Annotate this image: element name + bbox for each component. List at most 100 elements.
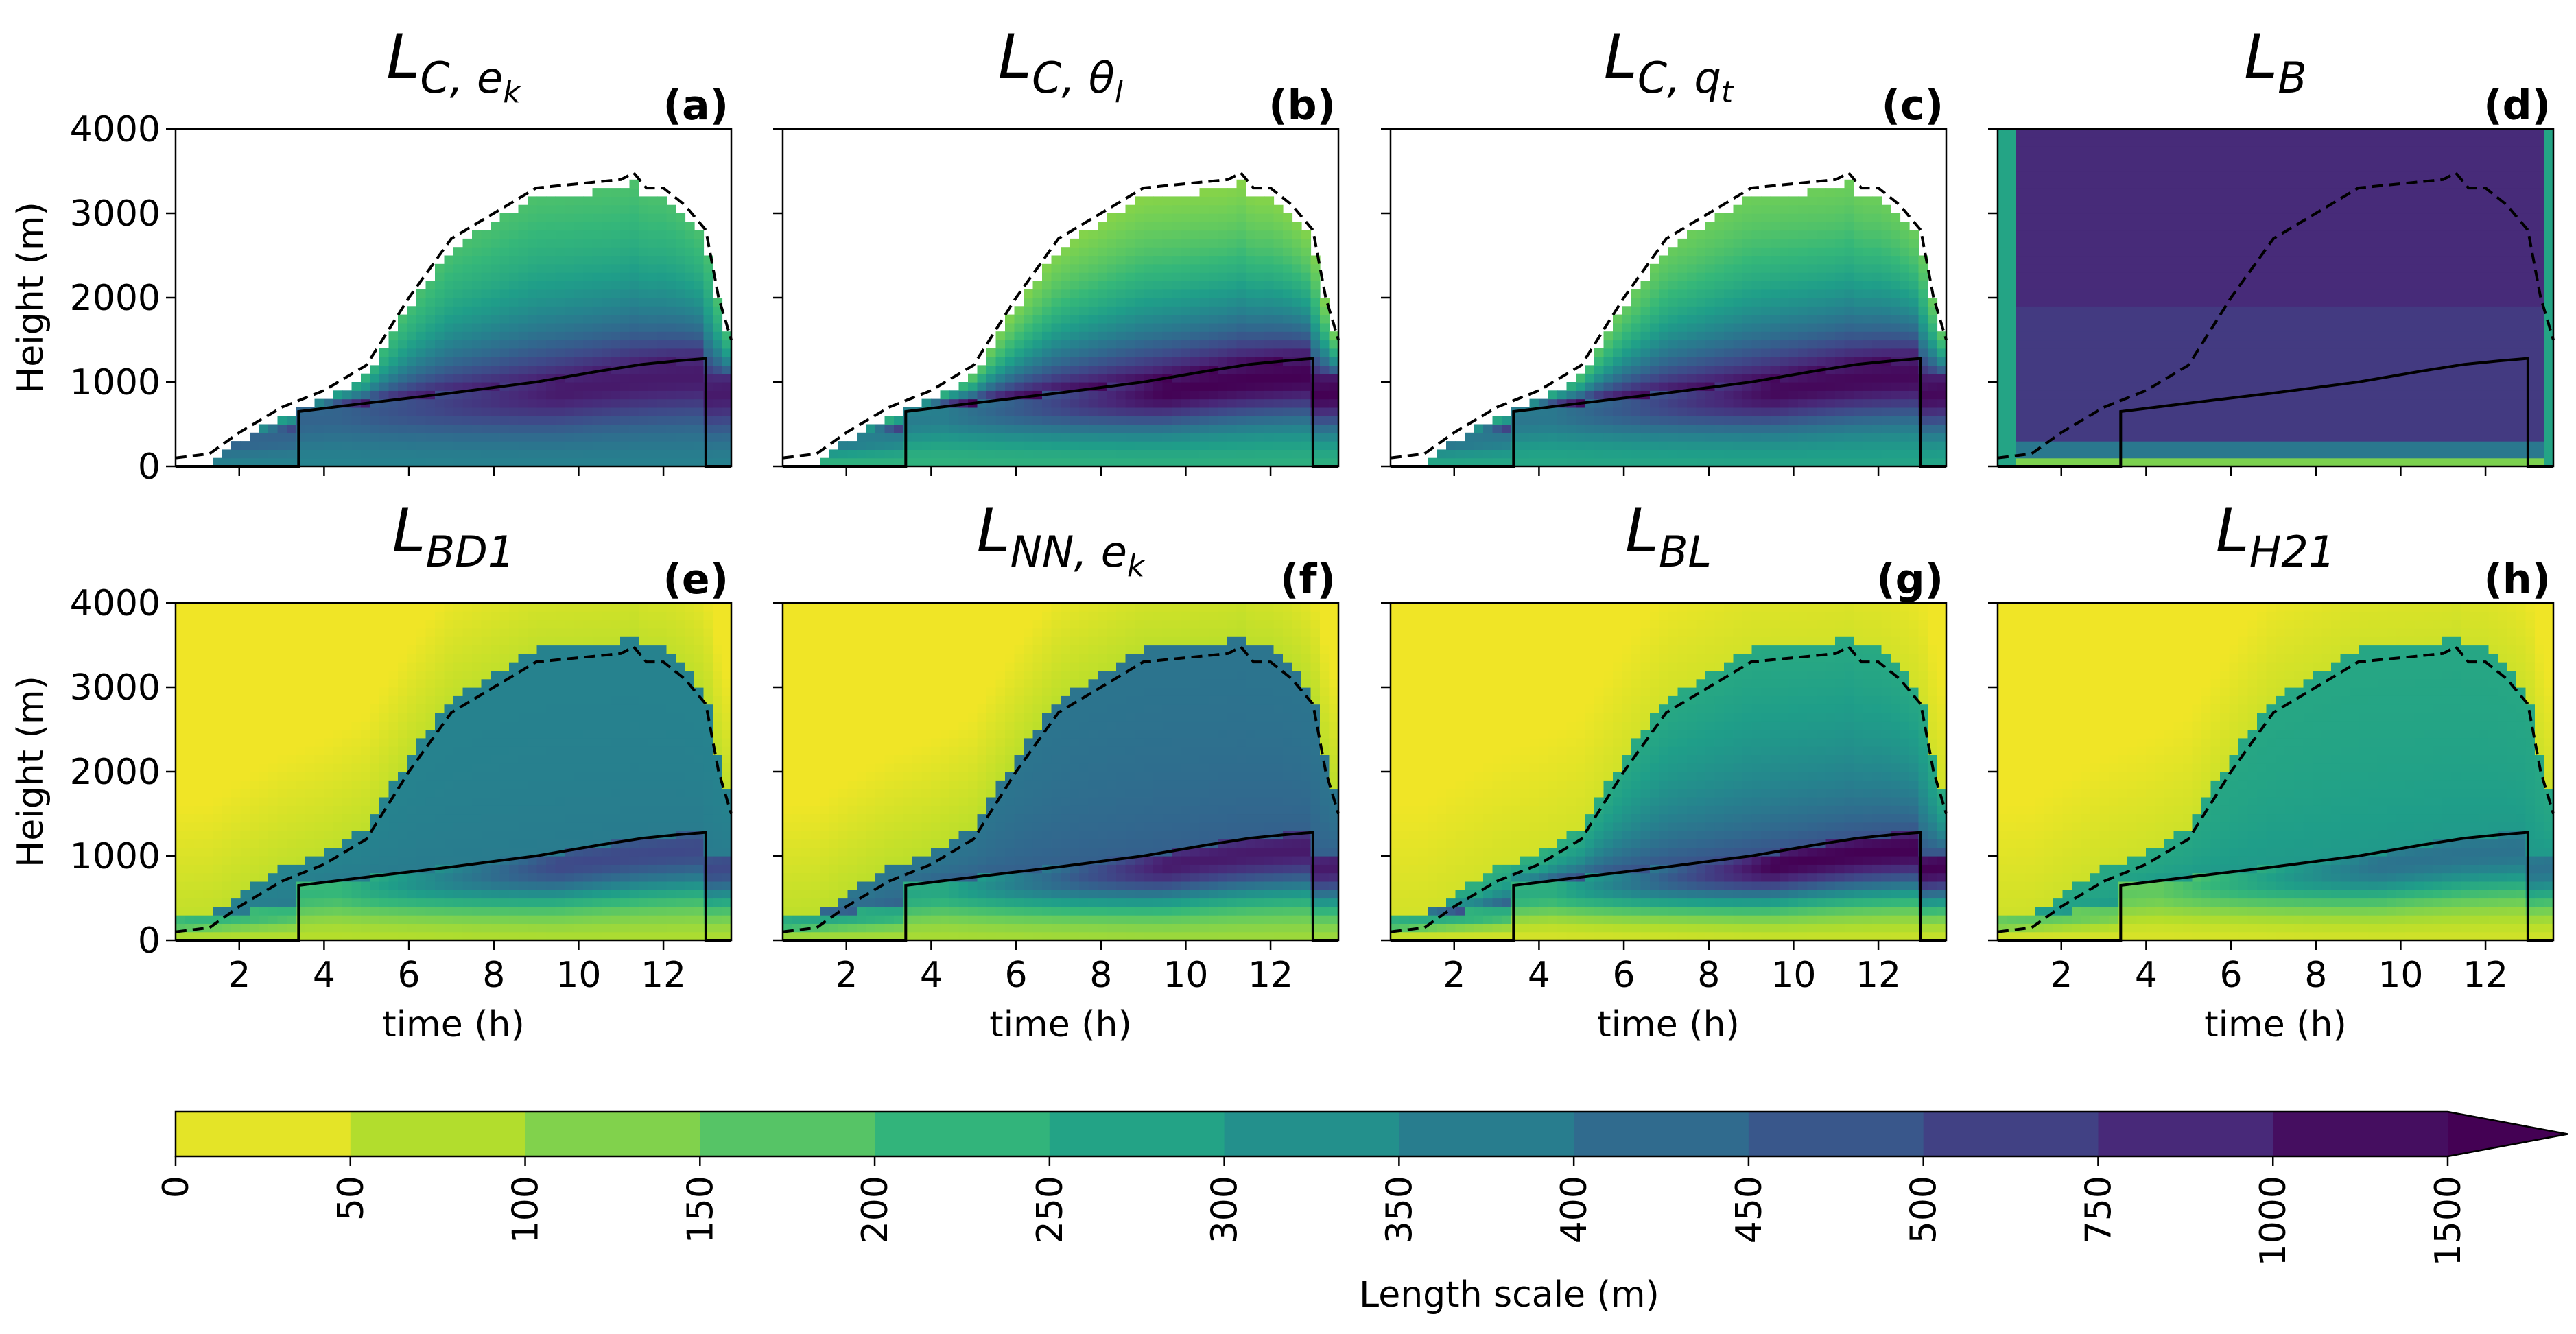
heatmap-cell xyxy=(847,449,858,459)
heatmap-cell xyxy=(1928,322,1938,332)
heatmap-cell xyxy=(1881,213,1891,222)
heatmap-cell xyxy=(444,416,454,425)
heatmap-cell xyxy=(1872,432,1882,442)
heatmap-cell xyxy=(666,407,676,416)
heatmap-cell xyxy=(1199,432,1209,442)
heatmap-cell xyxy=(435,424,445,433)
heatmap-cell xyxy=(2257,213,2267,222)
heatmap-cell xyxy=(2276,263,2286,273)
heatmap-cell xyxy=(2146,238,2156,248)
heatmap-cell xyxy=(528,390,538,400)
heatmap-cell xyxy=(416,432,427,442)
heatmap-cell xyxy=(2201,424,2212,433)
heatmap-cell xyxy=(1900,449,1910,459)
heatmap-cell xyxy=(2109,390,2119,400)
heatmap-cell xyxy=(2192,449,2202,459)
heatmap-cell xyxy=(370,365,380,374)
heatmap-cell xyxy=(2220,129,2230,138)
heatmap-cell xyxy=(518,331,528,341)
heatmap-cell xyxy=(1181,238,1191,248)
heatmap-cell xyxy=(1227,449,1238,459)
heatmap-cell xyxy=(968,407,978,416)
heatmap-cell xyxy=(2266,357,2276,366)
heatmap-cell xyxy=(1733,348,1743,357)
heatmap-cell xyxy=(536,222,547,231)
heatmap-cell xyxy=(1788,365,1799,374)
heatmap-cell xyxy=(435,289,445,298)
heatmap-cell xyxy=(1190,230,1201,239)
heatmap-cell xyxy=(2136,298,2147,307)
heatmap-cell xyxy=(574,272,584,281)
heatmap-cell xyxy=(657,247,667,257)
heatmap-cell xyxy=(2155,390,2165,400)
heatmap-cell xyxy=(1557,407,1568,416)
heatmap-cell xyxy=(1863,398,1873,408)
heatmap-cell xyxy=(481,298,491,307)
heatmap-cell xyxy=(1622,322,1632,332)
heatmap-cell xyxy=(2173,441,2184,450)
heatmap-cell xyxy=(1116,441,1126,450)
heatmap-cell xyxy=(1292,281,1302,290)
heatmap-cell xyxy=(2192,289,2202,298)
heatmap-cell xyxy=(435,306,445,315)
heatmap-cell xyxy=(639,306,649,315)
heatmap-cell xyxy=(1144,390,1154,400)
heatmap-cell xyxy=(2007,416,2017,425)
heatmap-cell xyxy=(1236,247,1246,257)
heatmap-cell xyxy=(536,204,547,214)
heatmap-cell xyxy=(2136,348,2147,357)
heatmap-cell xyxy=(1872,407,1882,416)
heatmap-cell xyxy=(2247,272,2258,281)
heatmap-cell xyxy=(2294,163,2304,172)
heatmap-cell xyxy=(1613,398,1623,408)
heatmap-cell xyxy=(1492,416,1502,425)
heatmap-cell xyxy=(1246,331,1256,341)
heatmap-cell xyxy=(2173,204,2184,214)
heatmap-cell xyxy=(1854,348,1864,357)
heatmap-cell xyxy=(1236,281,1246,290)
heatmap-cell xyxy=(2192,163,2202,172)
heatmap-cell xyxy=(1807,432,1817,442)
heatmap-cell xyxy=(2173,340,2184,349)
heatmap-cell xyxy=(1705,390,1716,400)
heatmap-cell xyxy=(2313,407,2323,416)
heatmap-cell xyxy=(1218,247,1228,257)
heatmap-cell xyxy=(977,441,987,450)
heatmap-cell xyxy=(2035,281,2045,290)
heatmap-cell xyxy=(1116,365,1126,374)
heatmap-cell xyxy=(2053,373,2064,383)
heatmap-cell xyxy=(528,373,538,383)
heatmap-cell xyxy=(2321,424,2332,433)
heatmap-cell xyxy=(2007,298,2017,307)
heatmap-cell xyxy=(1835,230,1845,239)
heatmap-cell xyxy=(555,322,565,332)
heatmap-cell xyxy=(2155,289,2165,298)
heatmap-cell xyxy=(1310,281,1321,290)
heatmap-cell xyxy=(1264,365,1275,374)
heatmap-cell xyxy=(2127,145,2138,155)
heatmap-cell xyxy=(1264,230,1275,239)
heatmap-cell xyxy=(1061,416,1071,425)
heatmap-cell xyxy=(1153,272,1163,281)
heatmap-cell xyxy=(620,222,630,231)
heatmap-cell xyxy=(1292,373,1302,383)
heatmap-cell xyxy=(1844,390,1854,400)
heatmap-cell xyxy=(1465,441,1475,450)
heatmap-cell xyxy=(1088,281,1098,290)
heatmap-cell xyxy=(2155,306,2165,315)
heatmap-cell xyxy=(2053,188,2064,197)
heatmap-cell xyxy=(2025,247,2035,257)
heatmap-cell xyxy=(2284,188,2295,197)
heatmap-cell xyxy=(1024,289,1034,298)
heatmap-cell xyxy=(2313,171,2323,180)
heatmap-cell xyxy=(1264,348,1275,357)
heatmap-cell xyxy=(2044,416,2054,425)
heatmap-cell xyxy=(277,441,287,450)
heatmap-cell xyxy=(1548,432,1558,442)
heatmap-cell xyxy=(1733,272,1743,281)
heatmap-cell xyxy=(986,357,997,366)
heatmap-cell xyxy=(1301,441,1312,450)
heatmap-cell xyxy=(1714,272,1725,281)
heatmap-cell xyxy=(1283,255,1293,265)
heatmap-cell xyxy=(2016,390,2026,400)
